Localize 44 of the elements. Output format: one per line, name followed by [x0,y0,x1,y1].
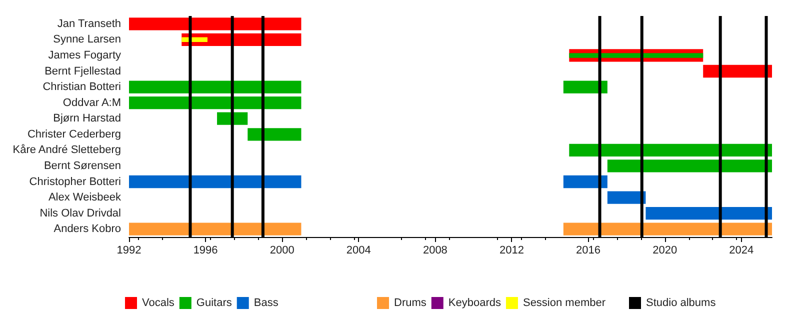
y-tick-label: Bernt Fjellestad [44,65,121,78]
y-tick-label: Anders Kobro [54,223,121,236]
legend-label: Drums [394,297,427,309]
bar [607,160,772,172]
y-tick-label: Christian Botteri [42,81,121,94]
bar [563,222,772,236]
legend-label: Vocals [142,297,175,309]
bar [563,80,608,94]
legend-label: Studio albums [646,297,716,309]
x-tick-label: 2024 [729,244,754,256]
x-tick-label: 2004 [346,244,371,256]
bar [129,80,302,94]
y-tick-label: James Fogarty [48,49,122,62]
y-tick-label: Kåre André Sletteberg [12,144,121,156]
y-tick-label: Oddvar A:M [62,96,121,109]
x-tick-label: 2012 [499,244,524,256]
bar [569,144,772,156]
bar [607,191,646,204]
y-tick-label: Nils Olav Drivdal [40,207,121,220]
x-tick-label: 2008 [422,244,448,256]
legend-label: Session member [522,297,606,309]
legend-label: Guitars [196,297,232,309]
bar [703,64,772,78]
bar [248,128,302,141]
legend-label: Bass [254,297,279,309]
x-tick-label: 2016 [576,244,601,256]
bar [646,207,772,220]
y-tick-label: Synne Larsen [53,34,121,46]
y-tick-label: Christer Cederberg [27,128,121,140]
bar [563,175,608,188]
x-tick-label: 1992 [116,244,142,256]
bar [129,18,302,30]
y-tick-label: Christopher Botteri [29,176,121,188]
x-tick-label: 2000 [270,244,294,256]
bar [129,96,302,110]
y-tick-label: Alex Weisbeek [48,192,122,204]
bar [129,175,302,188]
bar [129,222,302,236]
y-tick-label: Bernt Sørensen [44,160,121,172]
x-tick-label: 1996 [193,244,218,256]
y-tick-label: Jan Transeth [57,18,121,30]
legend-label: Keyboards [448,297,502,309]
y-tick-label: Bjørn Harstad [53,112,121,125]
x-tick-label: 2020 [652,244,678,256]
